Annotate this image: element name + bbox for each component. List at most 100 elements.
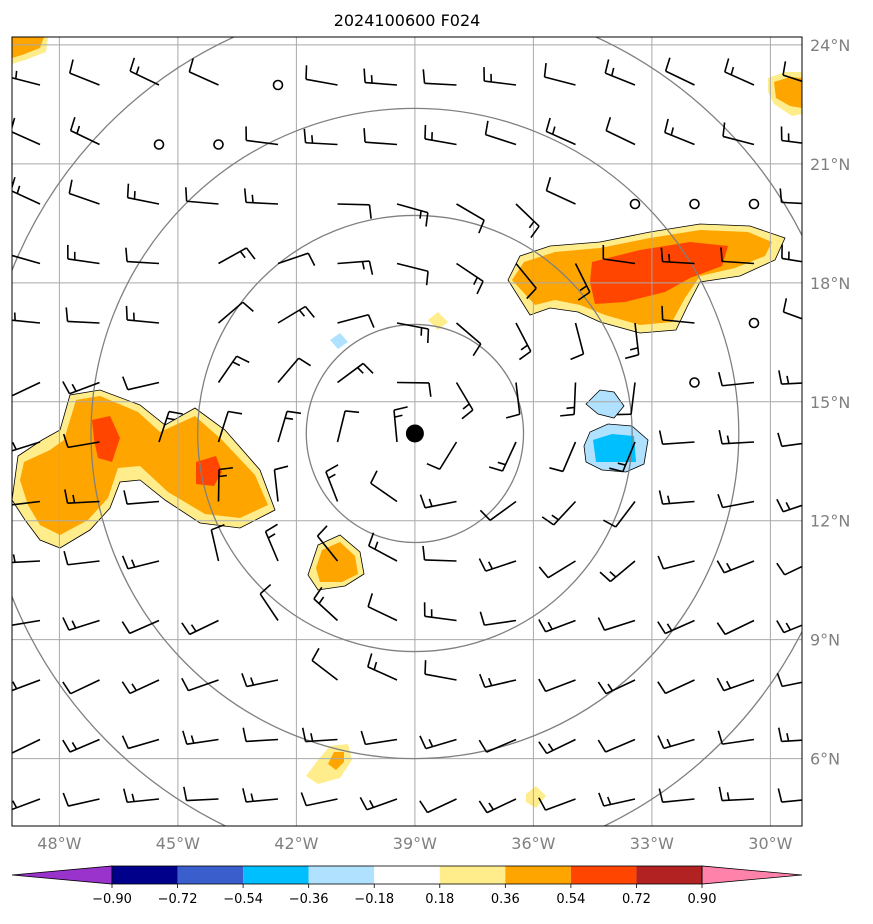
- wind-barb: [62, 679, 100, 695]
- wind-barb: [657, 679, 695, 695]
- calm-wind-marker: [689, 198, 700, 210]
- wind-barb: [63, 551, 100, 566]
- wind-barb: [367, 653, 398, 681]
- wind-barb: [12, 738, 41, 754]
- wind-barb: [368, 532, 398, 562]
- wind-barb: [717, 494, 755, 509]
- wind-barb: [62, 433, 100, 449]
- wind-barb: [724, 58, 755, 86]
- wind-barb: [777, 727, 802, 743]
- colorbar-segment: [505, 866, 571, 884]
- calm-wind-marker: [748, 317, 760, 329]
- wind-barb: [393, 406, 408, 443]
- wind-barb: [488, 441, 517, 472]
- map-area: [12, 37, 802, 826]
- wind-barb: [12, 554, 41, 564]
- wind-barb: [12, 312, 41, 324]
- negative-cell-upper: [586, 390, 624, 418]
- wind-barb: [479, 500, 517, 521]
- wind-barb: [62, 617, 100, 631]
- wind-barb: [68, 179, 100, 205]
- wind-barb: [478, 558, 517, 572]
- wind-barb: [717, 730, 755, 745]
- calm-wind-marker: [153, 139, 165, 150]
- wind-barb: [597, 738, 636, 753]
- colorbar-extend-max: [701, 865, 803, 885]
- colorbar-segment: [177, 866, 244, 884]
- latitude-label: 24°N: [810, 36, 850, 55]
- latitude-label: 9°N: [810, 631, 840, 650]
- colorbar-tick-label: 0.36: [491, 892, 520, 907]
- wind-barb: [541, 500, 577, 526]
- wind-barb: [717, 371, 755, 387]
- colorbar-segment: [243, 866, 309, 884]
- range-rings: [12, 37, 802, 826]
- wind-barb: [12, 254, 41, 265]
- wind-barb: [12, 619, 41, 627]
- wind-barb: [123, 490, 160, 505]
- wind-barb: [419, 735, 457, 750]
- wind-barb: [121, 619, 160, 635]
- longitude-label: 48°W: [37, 834, 81, 853]
- precip-cell-ne-corner-core: [774, 77, 802, 108]
- wind-barb: [456, 203, 485, 234]
- wind-barb: [301, 727, 338, 743]
- wind-barb: [126, 183, 160, 205]
- wind-barb: [65, 307, 100, 324]
- longitude-label: 30°W: [748, 834, 792, 853]
- wind-barb: [217, 301, 254, 324]
- wind-barb: [311, 647, 338, 681]
- map-frame: [11, 36, 803, 827]
- colorbar-tick-label: 0.18: [425, 892, 454, 907]
- wind-barb: [604, 59, 636, 86]
- wind-barb: [419, 798, 457, 814]
- wind-barb: [12, 798, 41, 811]
- colorbar: [11, 865, 803, 885]
- precip-cell-west-core: [20, 396, 268, 535]
- wind-barb: [122, 788, 160, 804]
- wind-barb: [718, 429, 755, 445]
- wind-barb: [423, 602, 457, 622]
- wind-barb: [188, 58, 219, 86]
- latitude-label: 6°N: [810, 750, 840, 769]
- wind-barb: [242, 788, 279, 803]
- latitude-label: 21°N: [810, 155, 850, 174]
- wind-barb: [336, 410, 360, 443]
- storm-center-marker: [405, 424, 424, 443]
- wind-barb: [515, 262, 537, 300]
- wind-barb: [241, 673, 279, 688]
- colorbar-segment: [374, 866, 440, 884]
- wind-barb: [658, 490, 695, 505]
- wind-barb: [277, 410, 302, 443]
- wind-barb: [277, 252, 316, 267]
- wind-barb: [367, 593, 398, 622]
- wind-barb: [337, 313, 375, 328]
- wind-barb: [456, 262, 484, 295]
- wind-barb: [455, 382, 474, 420]
- wind-barb: [185, 187, 219, 205]
- wind-barb: [538, 738, 576, 755]
- colorbar-segment: [439, 866, 506, 884]
- wind-barb: [506, 382, 521, 419]
- wind-barb: [396, 381, 432, 397]
- wind-barb: [716, 677, 755, 692]
- wind-barb: [538, 560, 576, 579]
- wind-barb: [598, 792, 636, 807]
- latitude-label: 15°N: [810, 393, 850, 412]
- wind-barb: [479, 611, 517, 626]
- wind-barb: [125, 305, 160, 324]
- wind-barb: [515, 322, 532, 361]
- wind-barb: [422, 69, 457, 86]
- wind-barb: [303, 128, 338, 146]
- wind-barb: [716, 560, 755, 574]
- wind-barb: [337, 260, 374, 275]
- wind-barb: [181, 677, 219, 692]
- wind-barb: [605, 117, 636, 146]
- wind-barb: [396, 262, 429, 286]
- precip-cell-tiny: [428, 312, 448, 330]
- colorbar-segment: [570, 866, 637, 884]
- wind-barb: [277, 357, 312, 384]
- wind-barb: [337, 203, 372, 219]
- colorbar-segment: [636, 866, 702, 884]
- wind-barb: [12, 441, 41, 452]
